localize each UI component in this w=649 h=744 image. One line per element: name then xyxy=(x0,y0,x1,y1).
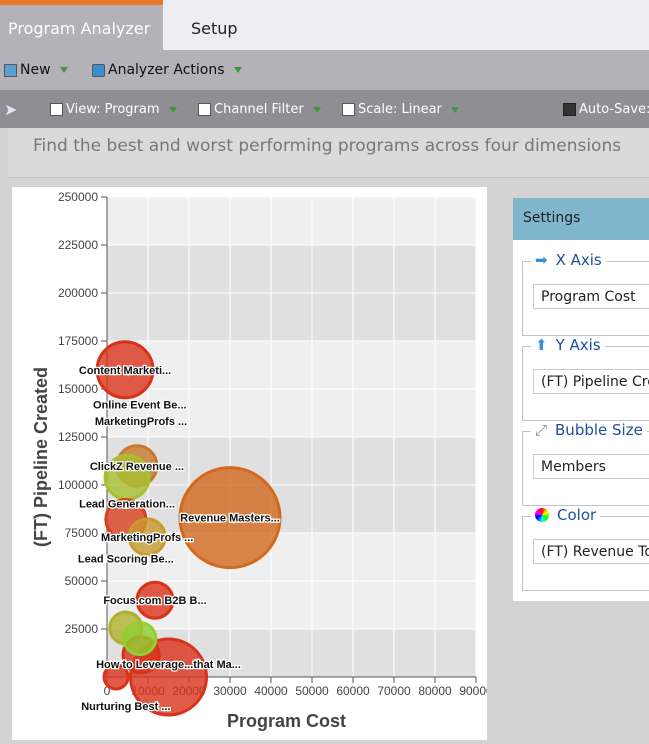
plot-band xyxy=(107,533,476,581)
bubble xyxy=(178,466,282,570)
y-tick-label: 150000 xyxy=(58,382,98,396)
bubble xyxy=(102,663,130,691)
tab-setup[interactable]: Setup xyxy=(191,19,238,38)
y-axis-select[interactable]: (FT) Pipeline Created xyxy=(533,369,649,394)
x-tick-label: 0 xyxy=(104,684,111,698)
dropdown-caret-icon xyxy=(312,106,321,113)
arrow-up-icon: ⬆ xyxy=(535,336,548,354)
y-tick-label: 250000 xyxy=(58,190,98,204)
color-select[interactable]: (FT) Revenue To xyxy=(533,539,649,564)
x-tick-label: 80000 xyxy=(418,684,452,698)
y-tick-label: 225000 xyxy=(58,238,98,252)
main-toolbar: New Analyzer Actions xyxy=(0,50,649,90)
magnifier-icon xyxy=(50,103,63,116)
bubble xyxy=(95,340,155,400)
bubble-size-select[interactable]: Members xyxy=(533,454,649,479)
bubble-label: Content Marketi... xyxy=(79,365,171,377)
x-tick-label: 70000 xyxy=(377,684,411,698)
view-toolbar: ➤ View: Program Channel Filter Scale: Li… xyxy=(0,90,649,128)
analyzer-actions-icon xyxy=(92,63,105,77)
dropdown-caret-icon xyxy=(450,106,459,113)
bubble-label: How to Leverage...that Ma... xyxy=(96,659,241,671)
dropdown-caret-icon xyxy=(233,67,242,73)
bubble-size-legend: Bubble Size xyxy=(555,421,643,439)
magnifier-icon xyxy=(198,103,211,116)
x-tick-label: 90000 xyxy=(459,684,487,698)
scale-label: Scale: Linear xyxy=(358,102,442,117)
y-tick-label: 125000 xyxy=(58,430,98,444)
y-tick-label: 100000 xyxy=(58,478,98,492)
plot-band xyxy=(107,245,476,293)
y-axis-title: (FT) Pipeline Created xyxy=(31,367,51,547)
x-tick-label: 40000 xyxy=(254,684,288,698)
bubble-label: Focus.com B2B B... xyxy=(103,595,206,607)
color-wheel-icon xyxy=(535,508,549,522)
bubble-label: Lead Scoring Be... xyxy=(78,554,174,566)
settings-panel: Settings ➡ X Axis Program Cost ⬆ Y Axis (F… xyxy=(513,198,649,601)
plot-band xyxy=(107,197,476,245)
x-tick-label: 50000 xyxy=(295,684,329,698)
plot-band xyxy=(107,341,476,389)
channel-filter-dropdown[interactable]: Channel Filter xyxy=(198,102,321,117)
y-tick-label: 25000 xyxy=(65,622,99,636)
color-legend: Color xyxy=(557,506,597,524)
x-axis-legend: X Axis xyxy=(555,251,602,269)
x-axis-title: Program Cost xyxy=(227,711,346,731)
plot-band xyxy=(107,485,476,533)
bubble xyxy=(127,517,167,557)
save-icon xyxy=(563,103,576,116)
bubble-label: MarketingProfs ... xyxy=(101,532,193,544)
new-button[interactable]: New xyxy=(4,62,68,78)
channel-filter-label: Channel Filter xyxy=(214,102,304,117)
y-axis-group: ⬆ Y Axis (FT) Pipeline Created xyxy=(522,336,649,421)
analyzer-actions-button[interactable]: Analyzer Actions xyxy=(92,62,242,78)
y-axis-legend: Y Axis xyxy=(555,336,601,354)
analyzer-actions-label: Analyzer Actions xyxy=(108,62,225,78)
plot-band xyxy=(107,437,476,485)
bubble-label: MarketingProfs ... xyxy=(95,416,187,428)
bubble-chart: 0100002000030000400005000060000700008000… xyxy=(31,190,493,731)
x-axis-group: ➡ X Axis Program Cost xyxy=(522,251,649,336)
new-icon xyxy=(4,63,17,77)
view-label: View: Program xyxy=(66,102,160,117)
tab-bar: Program Analyzer Setup xyxy=(0,0,649,50)
x-tick-label: 60000 xyxy=(336,684,370,698)
bubble xyxy=(135,580,175,620)
bubble-label: Lead Generation... xyxy=(79,498,175,510)
bubble-label: ClickZ Revenue ... xyxy=(90,461,184,473)
arrow-right-icon: ➡ xyxy=(535,251,548,269)
description-banner: Find the best and worst performing progr… xyxy=(8,128,649,178)
view-dropdown[interactable]: View: Program xyxy=(50,102,177,117)
bubble xyxy=(122,621,158,657)
bubble-size-group: ⤢ Bubble Size Members xyxy=(522,421,649,506)
bubble-label: Nurturing Best ... xyxy=(81,701,170,713)
auto-save-toggle[interactable]: Auto-Save: xyxy=(563,102,649,117)
auto-save-label: Auto-Save: xyxy=(579,102,649,117)
x-axis-select[interactable]: Program Cost xyxy=(533,284,649,309)
pin-icon[interactable]: ➤ xyxy=(4,100,18,119)
scale-dropdown[interactable]: Scale: Linear xyxy=(342,102,459,117)
tab-program-analyzer[interactable]: Program Analyzer xyxy=(0,0,163,50)
settings-title: Settings xyxy=(513,198,649,240)
x-tick-label: 30000 xyxy=(213,684,247,698)
resize-arrows-icon: ⤢ xyxy=(535,421,548,439)
bubble-label: Revenue Masters... xyxy=(180,513,280,525)
bubble-label: Online Event Be... xyxy=(93,400,187,412)
new-label: New xyxy=(20,62,51,78)
y-tick-label: 175000 xyxy=(58,334,98,348)
plot-band xyxy=(107,293,476,341)
y-tick-label: 200000 xyxy=(58,286,98,300)
y-tick-label: 75000 xyxy=(65,526,99,540)
dropdown-caret-icon xyxy=(168,106,177,113)
plot-band xyxy=(107,389,476,437)
magnifier-icon xyxy=(342,103,355,116)
chart-panel: 0100002000030000400005000060000700008000… xyxy=(12,187,493,740)
y-tick-label: 50000 xyxy=(65,574,99,588)
dropdown-caret-icon xyxy=(59,67,68,73)
color-group: Color (FT) Revenue To xyxy=(522,506,649,591)
